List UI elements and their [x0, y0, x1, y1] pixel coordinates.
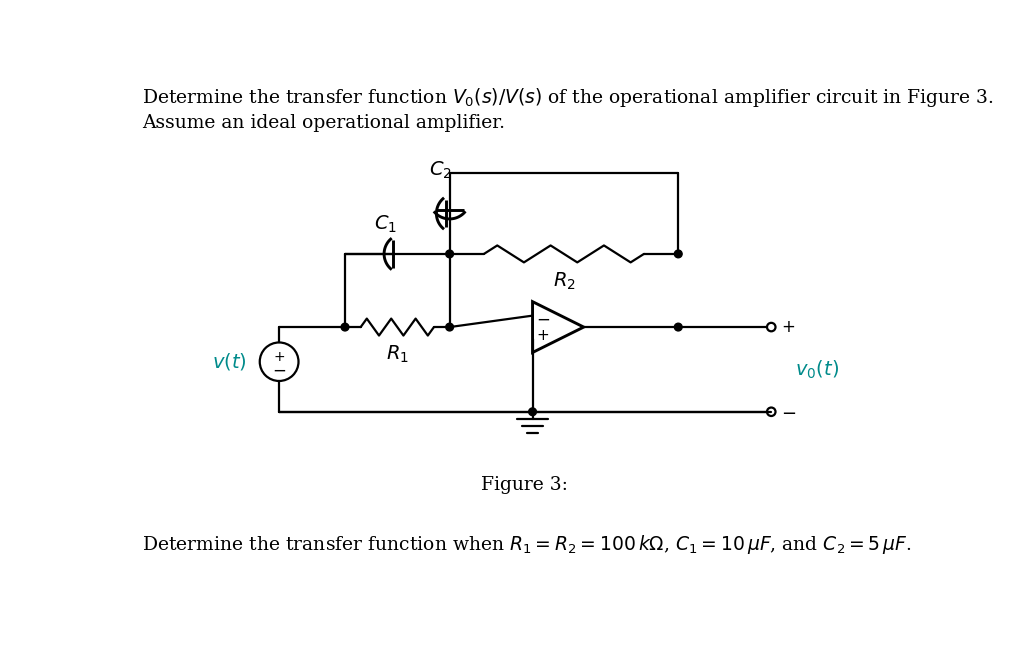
Text: $R_1$: $R_1$ [386, 344, 409, 365]
Text: $+$: $+$ [780, 318, 795, 336]
Circle shape [445, 323, 454, 331]
Text: $v_0(t)$: $v_0(t)$ [795, 358, 839, 381]
Text: $+$: $+$ [273, 350, 286, 364]
Text: $+$: $+$ [536, 328, 549, 343]
Circle shape [528, 408, 537, 415]
Circle shape [675, 323, 682, 331]
Text: $C_1$: $C_1$ [374, 214, 397, 234]
Text: Determine the transfer function $V_0(s)/V(s)$ of the operational amplifier circu: Determine the transfer function $V_0(s)/… [142, 86, 993, 109]
Text: Assume an ideal operational amplifier.: Assume an ideal operational amplifier. [142, 114, 505, 132]
Text: $-$: $-$ [780, 403, 796, 421]
Text: $C_2$: $C_2$ [429, 160, 452, 181]
Text: $-$: $-$ [536, 310, 550, 328]
Text: $R_2$: $R_2$ [553, 271, 575, 292]
Text: $v(t)$: $v(t)$ [212, 351, 247, 372]
Text: Determine the transfer function when $R_1 = R_2 = 100\,k\Omega$, $C_1 = 10\,\mu : Determine the transfer function when $R_… [142, 533, 911, 556]
Circle shape [445, 250, 454, 258]
Text: Figure 3:: Figure 3: [481, 476, 568, 494]
Circle shape [341, 323, 349, 331]
Circle shape [675, 250, 682, 258]
Text: $-$: $-$ [272, 360, 286, 379]
